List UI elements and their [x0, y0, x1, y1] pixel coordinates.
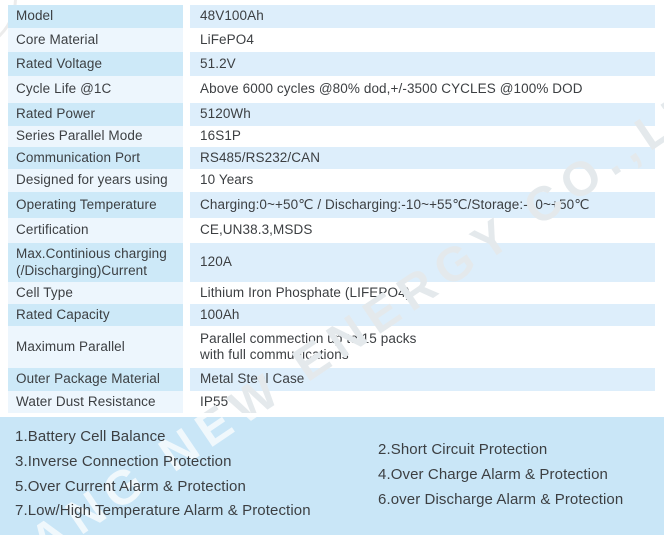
spec-row: Rated Capacity 100Ah: [8, 304, 655, 326]
feature-item: 3.Inverse Connection Protection: [15, 452, 232, 470]
spec-label: Water Dust Resistance: [8, 391, 183, 413]
spec-label: Rated Capacity: [8, 304, 183, 326]
spec-value: Lithium Iron Phosphate (LIFEPO4): [190, 282, 655, 304]
features-column-left: 1.Battery Cell Balance 3.Inverse Connecti…: [15, 425, 311, 524]
spec-row: Outer Package Material Metal Steel Case: [8, 368, 655, 391]
spec-row: Operating Temperature Charging:0~+50℃ / D…: [8, 192, 655, 218]
spec-row: Designed for years using 10 Years: [8, 169, 655, 192]
spec-label: Series Parallel Mode: [8, 126, 183, 147]
spec-row: Max.Continious charging (/Discharging)Cu…: [8, 243, 655, 282]
spec-label: Designed for years using: [8, 169, 183, 192]
spec-label: Maximum Parallel: [8, 326, 183, 368]
spec-label: Outer Package Material: [8, 368, 183, 391]
spec-value: RS485/RS232/CAN: [190, 147, 655, 169]
spec-row: Communication Port RS485/RS232/CAN: [8, 147, 655, 169]
spec-value: 10 Years: [190, 169, 655, 192]
spec-value: LiFePO4: [190, 28, 655, 52]
spec-value: IP55: [190, 391, 655, 413]
spec-row: Maximum Parallel Parallel commection up t…: [8, 326, 655, 368]
spec-value: Parallel commection up to 15 packs with …: [190, 326, 655, 368]
spec-label: Certification: [8, 218, 183, 243]
spec-value: 100Ah: [190, 304, 655, 326]
spec-row: Rated Voltage 51.2V: [8, 52, 655, 76]
spec-row: Series Parallel Mode 16S1P: [8, 126, 655, 147]
spec-label: Cycle Life @1C: [8, 76, 183, 103]
spec-value: Charging:0~+50℃ / Discharging:-10~+55℃/S…: [190, 192, 655, 218]
spec-label: Model: [8, 5, 183, 28]
spec-value: CE,UN38.3,MSDS: [190, 218, 655, 243]
feature-item: 1.Battery Cell Balance: [15, 428, 166, 445]
spec-row: Certification CE,UN38.3,MSDS: [8, 218, 655, 243]
spec-row: Cell Type Lithium Iron Phosphate (LIFEPO4…: [8, 282, 655, 304]
spec-value: Metal Steel Case: [190, 368, 655, 391]
spec-row: Model 48V100Ah: [8, 5, 655, 28]
feature-item: 2.Short Circuit Protection: [378, 441, 548, 458]
spec-label: Rated Voltage: [8, 52, 183, 76]
spec-row: Core Material LiFePO4: [8, 28, 655, 52]
spec-value: 5120Wh: [190, 103, 655, 126]
spec-table: Model 48V100Ah Core Material LiFePO4 Rated V…: [8, 5, 655, 413]
feature-item: 5.Over Current Alarm & Protection: [15, 477, 246, 495]
feature-item: 4.Over Charge Alarm & Protection: [378, 465, 608, 483]
feature-item: 6.over Discharge Alarm & Protection: [378, 490, 624, 508]
spec-value: 120A: [190, 243, 655, 282]
feature-item: 7.Low/High Temperature Alarm & Protectio…: [15, 502, 311, 520]
spec-row: Rated Power 5120Wh: [8, 103, 655, 126]
spec-value: 48V100Ah: [190, 5, 655, 28]
spec-value: Above 6000 cycles @80% dod,+/-3500 CYCLE…: [190, 76, 655, 103]
spec-value: 51.2V: [190, 52, 655, 76]
spec-label: Rated Power: [8, 103, 183, 126]
spec-value: 16S1P: [190, 126, 655, 147]
features-column-right: 2.Short Circuit Protection 4.Over Charge …: [378, 438, 623, 512]
features-panel: YANG NEW ENERGY CO.,LTD 1.Battery Cell B…: [0, 417, 664, 535]
spec-label: Core Material: [8, 28, 183, 52]
spec-label: Max.Continious charging (/Discharging)Cu…: [8, 243, 183, 282]
spec-label: Operating Temperature: [8, 192, 183, 218]
spec-row: Water Dust Resistance IP55: [8, 391, 655, 413]
spec-label: Communication Port: [8, 147, 183, 169]
spec-row: Cycle Life @1C Above 6000 cycles @80% dod…: [8, 76, 655, 103]
spec-label: Cell Type: [8, 282, 183, 304]
